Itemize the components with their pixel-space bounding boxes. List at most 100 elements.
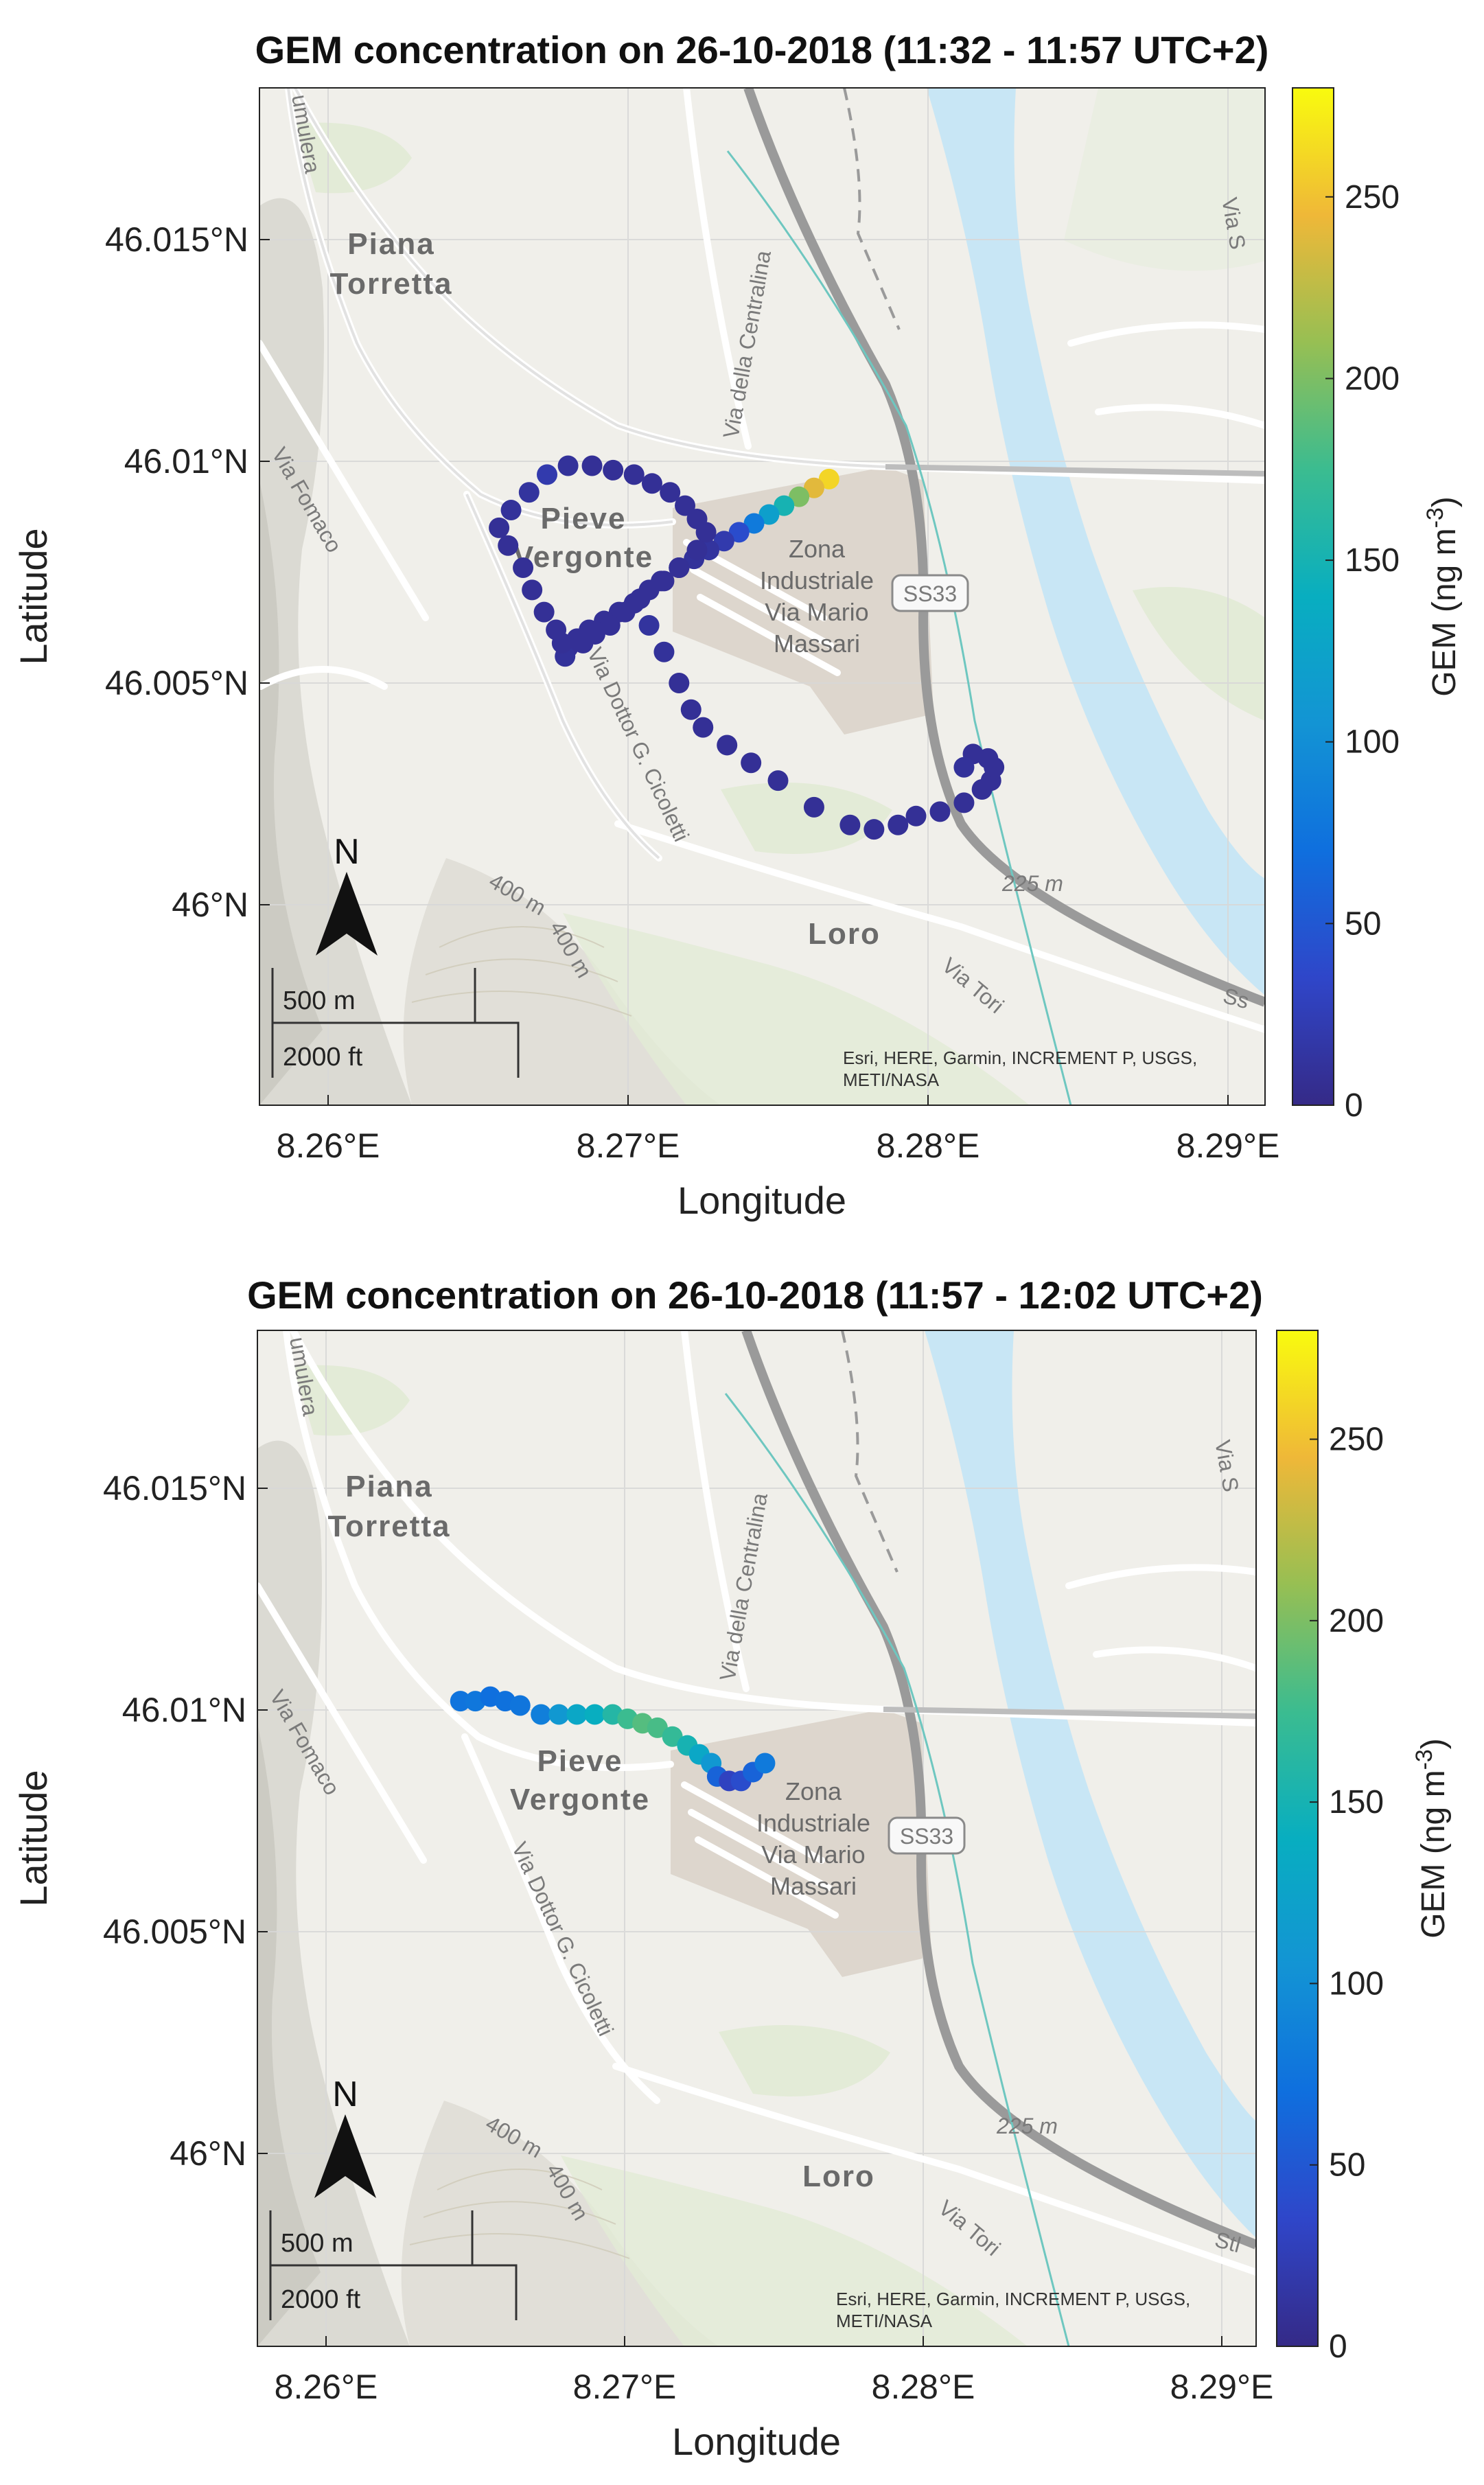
map-frame [257, 1330, 1257, 2347]
gem-point [638, 615, 660, 636]
basemap: Piana Torretta Pieve Vergonte Zona Indus… [259, 88, 1265, 1105]
place-label-massari: Massari [774, 629, 860, 658]
place-label-zona: Zona [785, 1777, 842, 1805]
colorbar-tick-label: 150 [1329, 1784, 1384, 1821]
gem-point [450, 1691, 471, 1712]
gem-point [500, 500, 522, 521]
place-label-vergonte: Vergonte [513, 540, 653, 574]
gem-point [888, 814, 909, 835]
gem-point [629, 588, 651, 610]
gem-point [548, 1704, 570, 1725]
colorbar-label: GEM (ng m-3) [1411, 1738, 1452, 1939]
gem-point [498, 535, 519, 556]
x-tick-2: 8.28°E [877, 1126, 980, 1165]
y-tick-0: 46.015°N [103, 1469, 246, 1507]
gem-point [803, 796, 824, 818]
gem-point [863, 819, 885, 840]
place-label-pieve: Pieve [541, 502, 627, 535]
colorbar: 0 50 100 150 200 250 GEM (ng m-3) [1276, 1330, 1452, 2365]
y-tick-2: 46.005°N [103, 1912, 246, 1951]
north-label: N [332, 2074, 358, 2114]
colorbar-tick-label: 250 [1329, 1422, 1384, 1458]
gem-point [641, 473, 662, 494]
gem-point [533, 601, 555, 623]
map-title: GEM concentration on 26-10-2018 (11:32 -… [255, 28, 1269, 71]
place-label-massari: Massari [770, 1872, 857, 1900]
gem-point [653, 641, 675, 662]
y-tick-2: 46.005°N [105, 664, 248, 702]
gem-point [953, 792, 975, 813]
gem-point [741, 752, 762, 774]
gem-point [660, 482, 681, 503]
y-axis-label: Latitude [12, 528, 55, 664]
gem-point [531, 1704, 552, 1725]
y-tick-1: 46.01°N [122, 1691, 246, 1729]
attribution-line-1: Esri, HERE, Garmin, INCREMENT P, USGS, [843, 1048, 1197, 1068]
gem-point [651, 570, 672, 592]
gem-point [518, 482, 540, 503]
gem-point [566, 1704, 588, 1725]
gem-points [489, 455, 1005, 840]
gem-point [662, 1726, 683, 1747]
basemap: Piana Torretta Pieve Vergonte Zona Indus… [257, 1330, 1256, 2346]
gem-point [695, 522, 717, 543]
x-tick-1: 8.27°E [573, 2368, 677, 2406]
colorbar-ticks: 0 50 100 150 200 250 [1325, 179, 1400, 1124]
north-label: N [334, 832, 360, 872]
gem-point [572, 632, 594, 654]
place-label-industriale: Industriale [756, 1809, 870, 1837]
route-shield-label: SS33 [900, 1824, 953, 1849]
north-arrow-icon: N [316, 832, 378, 956]
y-axis-label: Latitude [12, 1770, 55, 1906]
gem-point [693, 717, 714, 738]
map-panel-bottom: GEM concentration on 26-10-2018 (11:57 -… [12, 1273, 1452, 2463]
map-panel-top: GEM concentration on 26-10-2018 (11:32 -… [12, 28, 1463, 1222]
gem-point [581, 455, 603, 476]
map-title: GEM concentration on 26-10-2018 (11:57 -… [247, 1273, 1263, 1317]
attribution-line-2: METI/NASA [836, 2311, 933, 2331]
y-tick-3: 46°N [170, 2134, 246, 2173]
gem-point [839, 814, 861, 835]
gem-point [905, 805, 927, 827]
gem-point [818, 468, 839, 489]
place-label-torretta: Torretta [330, 267, 453, 301]
place-label-piana: Piana [347, 227, 434, 261]
gem-point [546, 619, 567, 640]
gem-point [599, 615, 621, 636]
gem-point [758, 504, 780, 525]
place-label-piana: Piana [345, 1470, 432, 1503]
colorbar-tick-label: 250 [1345, 179, 1400, 216]
colorbar-tick-label: 50 [1329, 2147, 1365, 2184]
colorbar-ticks: 0 50 100 150 200 250 [1310, 1422, 1384, 2365]
gem-point [789, 486, 810, 507]
scale-bar-feet: 2000 ft [283, 1043, 363, 1072]
gem-point [713, 531, 734, 552]
gem-point [774, 495, 795, 516]
scale-bar [271, 968, 520, 1078]
gem-point [537, 464, 558, 485]
place-label-via-mario: Via Mario [765, 598, 868, 626]
scale-bar-meters: 500 m [283, 986, 356, 1015]
elevation-label: 225 m [996, 2114, 1058, 2138]
x-tick-1: 8.27°E [577, 1126, 680, 1165]
elevation-label: 225 m [1001, 871, 1063, 896]
colorbar-tick-label: 200 [1329, 1603, 1384, 1639]
gem-point [754, 1753, 776, 1774]
gem-point [509, 1695, 531, 1716]
gem-point [767, 770, 789, 791]
place-label-via-mario: Via Mario [761, 1840, 865, 1869]
gem-point [675, 495, 696, 516]
gem-point [669, 673, 690, 693]
gem-point [803, 477, 824, 498]
x-tick-0: 8.26°E [275, 2368, 378, 2406]
attribution-line-2: METI/NASA [843, 1070, 940, 1090]
colorbar-tick-label: 0 [1345, 1087, 1363, 1124]
attribution-line-1: Esri, HERE, Garmin, INCREMENT P, USGS, [836, 2289, 1190, 2309]
colorbar-label: GEM (ng m-3) [1422, 496, 1463, 697]
colorbar-tick-label: 50 [1345, 905, 1381, 942]
gem-point [669, 557, 690, 579]
x-tick-3: 8.29°E [1176, 1126, 1280, 1165]
route-shield-label: SS33 [903, 581, 957, 606]
